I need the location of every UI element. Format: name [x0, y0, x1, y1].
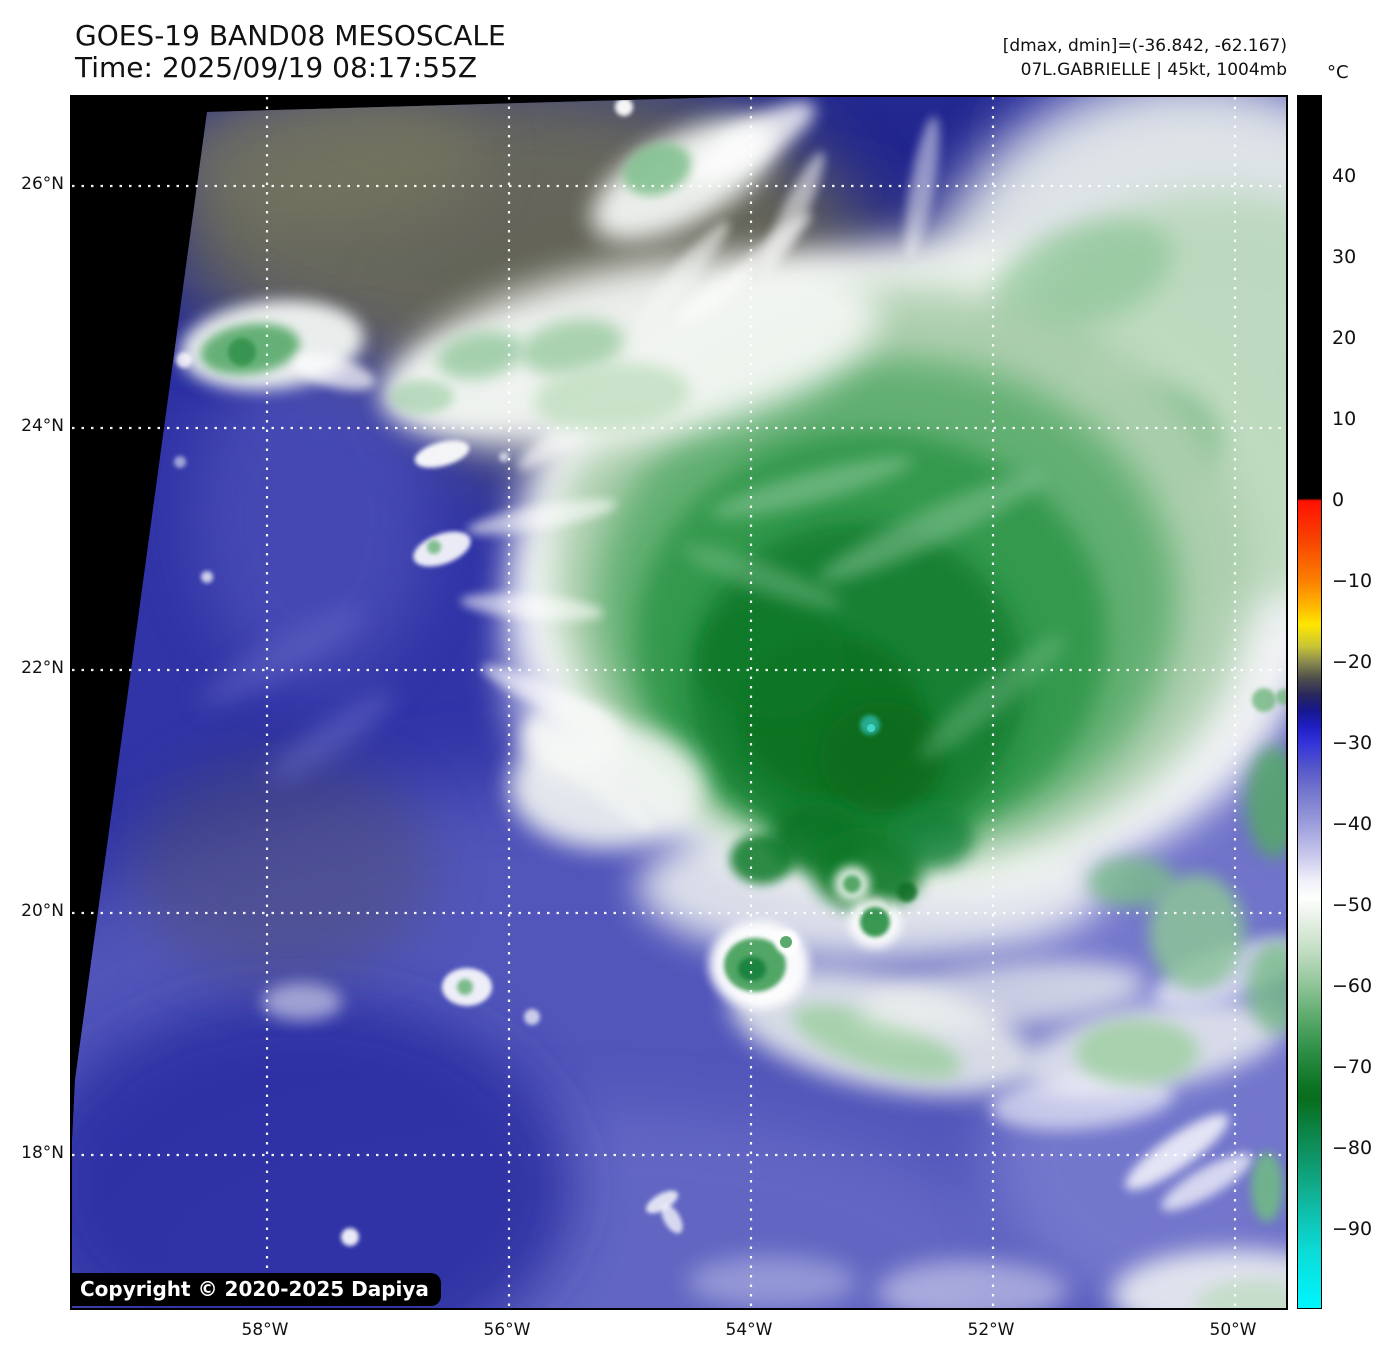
- timestamp: Time: 2025/09/19 08:17:55Z: [75, 51, 478, 84]
- left-cirrus-wisps: [192, 347, 509, 782]
- lat-label-26°N: 26°N: [21, 174, 64, 194]
- lat-lon-gridlines: [72, 97, 1286, 1308]
- colorbar-tick-−50: −50: [1332, 894, 1373, 916]
- colorbar-tick-−80: −80: [1332, 1137, 1373, 1159]
- satellite-map[interactable]: Copyright © 2020-2025 Dapiya: [70, 95, 1288, 1310]
- copyright-badge: Copyright © 2020-2025 Dapiya: [72, 1273, 441, 1306]
- small-convective-cells: [262, 531, 901, 1246]
- colorbar-tick-−90: −90: [1332, 1218, 1373, 1240]
- lat-label-24°N: 24°N: [21, 416, 64, 436]
- colorbar-tick-−40: −40: [1332, 813, 1373, 835]
- colorbar-tick-30: 30: [1332, 246, 1357, 268]
- colorbar-tick-−20: −20: [1332, 651, 1373, 673]
- colorbar-tick-20: 20: [1332, 327, 1357, 349]
- lon-label-58°W: 58°W: [241, 1320, 289, 1340]
- lon-label-56°W: 56°W: [483, 1320, 531, 1340]
- lon-label-52°W: 52°W: [967, 1320, 1015, 1340]
- colorbar-tick-−70: −70: [1332, 1056, 1373, 1078]
- lat-label-22°N: 22°N: [21, 658, 64, 678]
- lon-label-50°W: 50°W: [1209, 1320, 1257, 1340]
- lat-label-20°N: 20°N: [21, 901, 64, 921]
- colorbar-tick-−10: −10: [1332, 570, 1373, 592]
- colorbar-unit-label: °C: [1327, 62, 1349, 83]
- colorbar-tick-−30: −30: [1332, 732, 1373, 754]
- bottom-right-clouds: [687, 1114, 1286, 1308]
- west-island-cloud: [174, 300, 375, 468]
- lon-label-54°W: 54°W: [725, 1320, 773, 1340]
- north-cirrus-cluster: [382, 98, 879, 449]
- southeast-cloud-band: [857, 688, 1286, 1131]
- storm-info: 07L.GABRIELLE | 45kt, 1004mb: [1020, 60, 1287, 80]
- satellite-imagery: [72, 97, 1286, 1308]
- colorbar-tick-0: 0: [1332, 489, 1345, 511]
- dmax-dmin-readout: [dmax, dmin]=(-36.842, -62.167): [1002, 36, 1287, 56]
- temperature-colorbar: [1297, 95, 1322, 1309]
- colorbar-tick-10: 10: [1332, 408, 1357, 430]
- colorbar-tick-40: 40: [1332, 165, 1357, 187]
- colorbar-tick-−60: −60: [1332, 975, 1373, 997]
- storm-south-cells: [509, 701, 1035, 1096]
- lat-label-18°N: 18°N: [21, 1143, 64, 1163]
- page-title: GOES-19 BAND08 MESOSCALE: [75, 19, 506, 52]
